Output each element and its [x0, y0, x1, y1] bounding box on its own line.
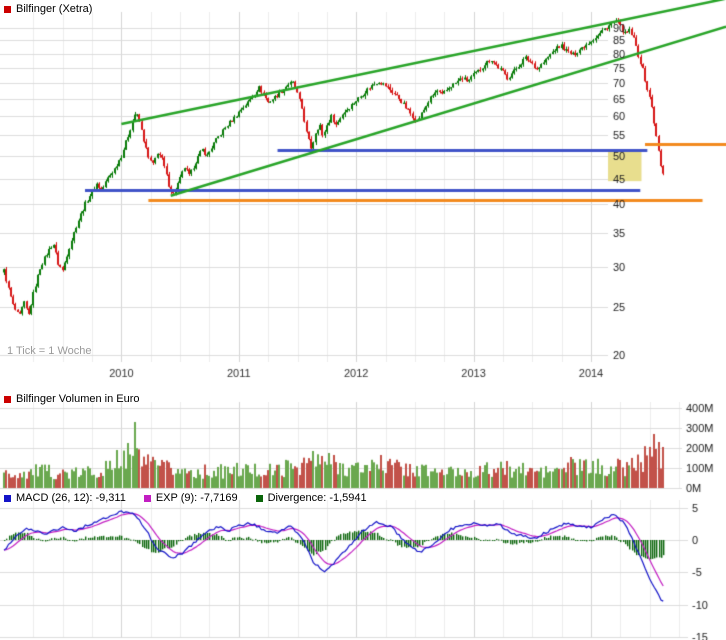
- volume-chart-header: Bilfinger Volumen in Euro: [4, 393, 140, 405]
- macd-legend-label: MACD (26, 12): -9,311: [16, 492, 126, 504]
- tick-interval-note: 1 Tick = 1 Woche: [7, 345, 92, 357]
- divergence-bullet-icon: [255, 494, 263, 502]
- exp-legend-label: EXP (9): -7,7169: [155, 492, 238, 504]
- macd-legend: MACD (26, 12): -9,311 EXP (9): -7,7169 D…: [4, 492, 367, 504]
- legend-item-divergence: Divergence: -1,5941: [255, 492, 367, 504]
- legend-item-macd: MACD (26, 12): -9,311: [4, 492, 126, 504]
- series-bullet-icon: [4, 5, 11, 13]
- divergence-legend-label: Divergence: -1,5941: [267, 492, 367, 504]
- volume-bullet-icon: [4, 395, 11, 403]
- price-chart-header: Bilfinger (Xetra): [4, 3, 92, 15]
- volume-chart-title: Bilfinger Volumen in Euro: [16, 393, 140, 405]
- macd-bullet-icon: [4, 494, 11, 502]
- exp-bullet-icon: [143, 494, 151, 502]
- price-chart-title: Bilfinger (Xetra): [16, 3, 93, 15]
- legend-item-exp: EXP (9): -7,7169: [143, 492, 238, 504]
